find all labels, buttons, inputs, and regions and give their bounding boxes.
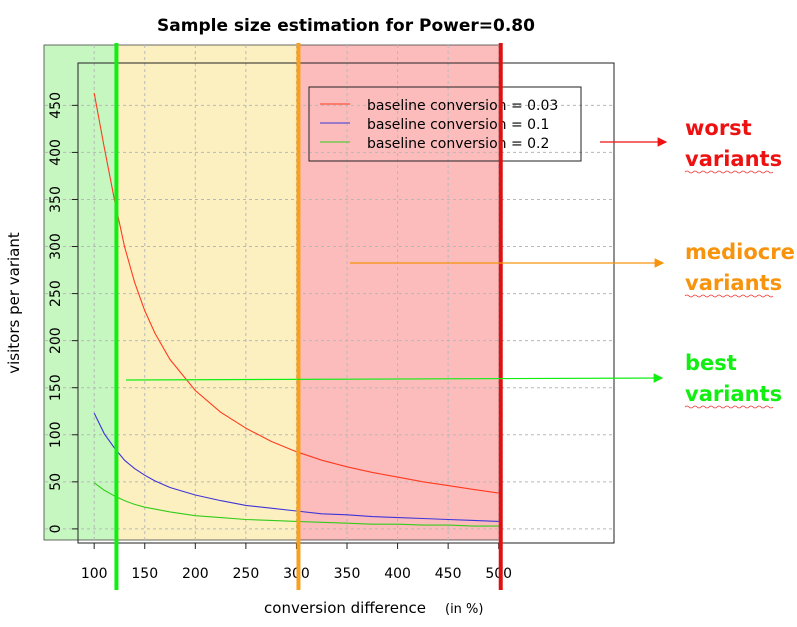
spellcheck-underline-best — [684, 405, 774, 409]
y-axis-label: visitors per variant — [5, 232, 23, 374]
series-line-2 — [93, 482, 499, 527]
x-axis-label: conversion difference — [264, 599, 426, 617]
x-tick-label: 250 — [233, 566, 260, 582]
region-best — [43, 44, 118, 541]
legend-box — [308, 86, 582, 162]
y-tick-label: 150 — [48, 374, 64, 401]
region-mediocre — [117, 44, 300, 541]
spellcheck-underline-worst — [684, 170, 774, 174]
annotation-best-line2: variants — [685, 382, 782, 406]
x-tick-label: 200 — [182, 566, 209, 582]
x-axis-unit: (in %) — [445, 602, 483, 617]
y-tick-label: 400 — [48, 139, 64, 166]
series-line-1 — [93, 412, 499, 522]
annotation-worst-line2: variants — [685, 147, 782, 171]
x-tick-label: 150 — [131, 566, 158, 582]
plot-frame — [77, 62, 615, 544]
y-tick-label: 200 — [48, 327, 64, 354]
x-tick-label: 400 — [384, 566, 411, 582]
y-tick-label: 0 — [48, 524, 64, 533]
arrow-best — [125, 373, 664, 383]
marker-layer — [114, 43, 503, 590]
grid-layer — [45, 45, 614, 540]
y-tick-label: 450 — [48, 92, 64, 119]
series-line-0 — [93, 92, 499, 494]
regions-layer — [43, 44, 502, 541]
annotation-best: best variants — [125, 351, 782, 409]
chart-title: Sample size estimation for Power=0.80 — [157, 16, 535, 36]
series-layer — [93, 92, 499, 527]
x-tick-label: 300 — [283, 566, 310, 582]
x-tick-label: 100 — [81, 566, 108, 582]
x-tick-label: 500 — [485, 566, 512, 582]
y-tick-label: 250 — [48, 280, 64, 307]
y-tick-label: 350 — [48, 186, 64, 213]
x-tick-label: 450 — [435, 566, 462, 582]
y-tick-label: 300 — [48, 233, 64, 260]
legend-label-1: baseline conversion = 0.1 — [367, 117, 549, 133]
annotation-worst-line1: worst — [685, 116, 752, 140]
legend: baseline conversion = 0.03 baseline conv… — [308, 86, 582, 162]
legend-label-2: baseline conversion = 0.2 — [367, 136, 549, 152]
annotation-mediocre-line2: variants — [685, 271, 782, 295]
tick-layer: 100 150 200 250 300 350 400 450 500 0 50 100 150 200 2… — [48, 92, 512, 582]
annotation-mediocre-line1: mediocre — [685, 240, 795, 264]
x-tick-label: 350 — [334, 566, 361, 582]
annotation-mediocre: mediocre variants — [350, 240, 795, 298]
y-tick-label: 50 — [48, 473, 64, 491]
annotation-best-line1: best — [685, 351, 737, 375]
x-axis-title: conversion difference (in %) — [264, 599, 483, 617]
region-worst — [299, 44, 502, 541]
y-tick-label: 100 — [48, 421, 64, 448]
annotation-worst: worst variants — [600, 116, 782, 174]
spellcheck-underline-mediocre — [684, 294, 774, 298]
legend-label-0: baseline conversion = 0.03 — [367, 98, 558, 114]
